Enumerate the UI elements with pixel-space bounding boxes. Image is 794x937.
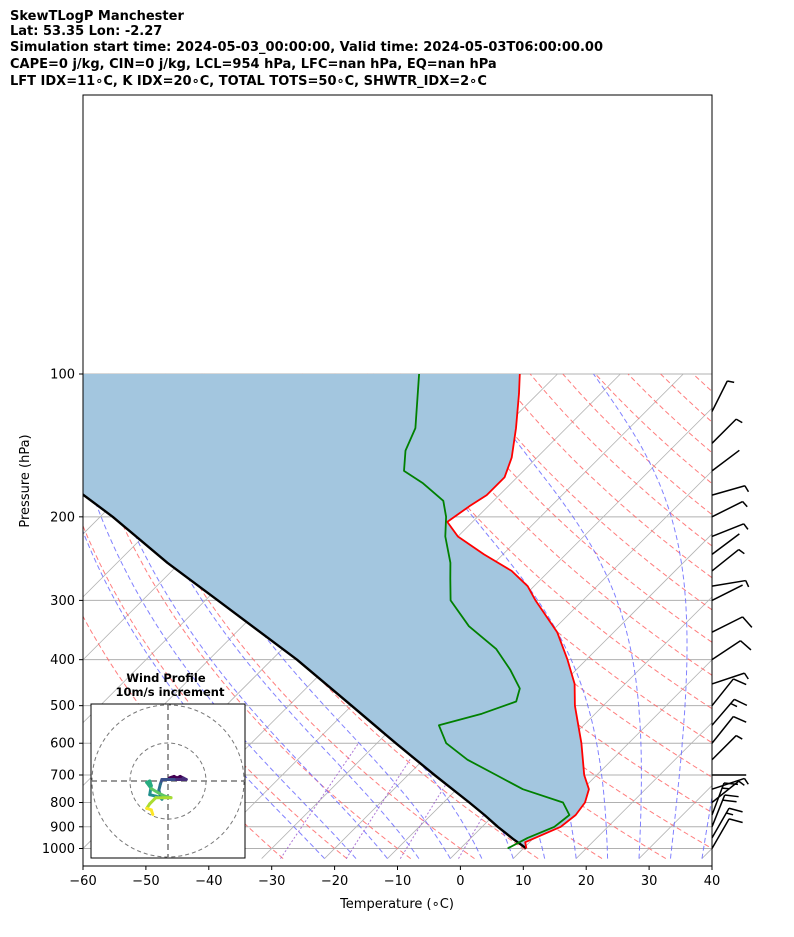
y-tick-label: 400: [50, 653, 75, 668]
moist-adiabat: [372, 373, 609, 859]
x-tick-label: −40: [195, 874, 222, 889]
wind-barb: [711, 579, 750, 588]
dry-adiabat: [432, 373, 712, 643]
x-tick-label: 20: [578, 874, 595, 889]
hodograph-subtitle: 10m/s increment: [116, 685, 225, 699]
wind-barb: [711, 584, 743, 602]
x-tick-label: −20: [321, 874, 348, 889]
wind-barb: [711, 418, 743, 444]
parcel-profile: [83, 493, 528, 850]
temperature-profile: [446, 373, 590, 849]
moist-adiabat: [701, 794, 712, 859]
mixing-ratio-line: [280, 742, 359, 859]
mixing-ratio-line: [345, 742, 422, 859]
dry-adiabat: [660, 373, 712, 423]
dry-adiabat: [726, 374, 794, 859]
y-tick-label: 200: [50, 510, 75, 525]
wind-barb: [711, 523, 749, 538]
x-tick-label: 0: [456, 874, 464, 889]
y-tick-label: 100: [50, 368, 75, 383]
hodograph-title: Wind Profile: [126, 671, 206, 685]
dry-adiabat: [366, 373, 712, 710]
y-tick-label: 800: [50, 796, 75, 811]
wind-barb: [711, 500, 748, 518]
dry-adiabat: [595, 373, 712, 485]
cin-shading: [83, 374, 589, 849]
moist-adiabat: [593, 373, 688, 859]
dry-adiabat: [758, 374, 794, 859]
x-tick-label: −10: [384, 874, 411, 889]
x-tick-label: −30: [258, 874, 285, 889]
wind-barb: [711, 807, 743, 839]
x-tick-label: −60: [69, 874, 96, 889]
hodograph-trace: [149, 808, 155, 816]
x-tick-label: 10: [515, 874, 532, 889]
x-axis-label: Temperature (∘C): [339, 897, 454, 912]
isotherm: [512, 659, 712, 859]
y-axis-label: Pressure (hPa): [18, 434, 33, 527]
wind-barb: [711, 794, 739, 828]
y-tick-label: 300: [50, 594, 75, 609]
wind-barb: [711, 777, 749, 790]
dewpoint-profile: [403, 373, 571, 850]
wind-barb: [711, 533, 740, 556]
isotherm: [324, 470, 712, 859]
wind-barb: [711, 485, 750, 496]
isotherm: [765, 374, 794, 859]
wind-barb: [711, 640, 752, 661]
wind-barb: [711, 698, 748, 726]
dry-adiabat: [83, 411, 412, 859]
y-tick-label: 500: [50, 699, 75, 714]
wind-barb: [711, 734, 743, 761]
wind-barb: [711, 678, 747, 707]
location-coordinates: Lat: 53.35 Lon: -2.27: [10, 24, 163, 39]
x-tick-label: −50: [132, 874, 159, 889]
mixing-ratio-line: [399, 742, 473, 859]
moist-adiabat: [107, 373, 420, 859]
isotherm: [575, 722, 712, 859]
wind-barb: [711, 715, 747, 744]
x-tick-label: 40: [704, 874, 721, 889]
wind-barb: [711, 380, 735, 412]
dry-adiabat: [692, 373, 712, 393]
moist-adiabat: [84, 373, 388, 859]
convective-indices: CAPE=0 j/kg, CIN=0 j/kg, LCL=954 hPa, LF…: [10, 57, 497, 72]
wind-barb: [711, 818, 743, 849]
wind-barb: [711, 780, 745, 804]
chart-title: SkewTLogP Manchester: [10, 9, 184, 24]
dry-adiabat: [627, 373, 712, 454]
isotherm: [638, 785, 712, 859]
y-tick-label: 900: [50, 820, 75, 835]
wind-barb: [711, 672, 749, 685]
wind-barb: [711, 548, 745, 572]
dry-adiabat: [83, 615, 284, 859]
dry-adiabat: [464, 373, 712, 611]
moist-adiabat: [467, 373, 642, 859]
y-tick-label: 700: [50, 768, 75, 783]
stability-indices: LFT IDX=11∘C, K IDX=20∘C, TOTAL TOTS=50∘…: [10, 74, 487, 89]
y-tick-label: 600: [50, 737, 75, 752]
x-tick-label: 30: [641, 874, 658, 889]
y-tick-label: 1000: [42, 842, 75, 857]
isotherm: [701, 847, 712, 859]
wind-barb: [711, 449, 740, 472]
wind-barb: [711, 616, 753, 633]
simulation-time: Simulation start time: 2024-05-03_00:00:…: [10, 40, 603, 55]
